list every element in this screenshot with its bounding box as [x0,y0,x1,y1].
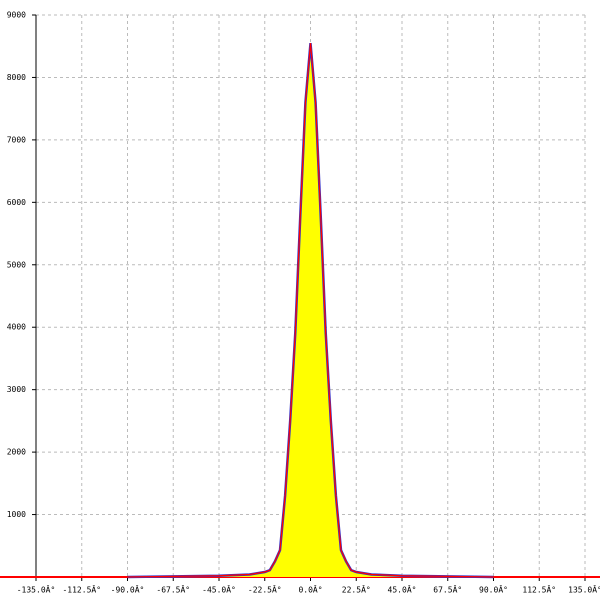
x-tick-label: 67.5Â° [433,584,462,595]
x-tick-label: -90.0Â° [111,584,145,595]
y-tick-label: 4000 [7,323,26,332]
x-tick-label: -67.5Â° [156,584,190,595]
x-tick-label: 0.0Â° [298,584,322,595]
x-tick-label: 45.0Â° [388,584,417,595]
y-tick-label: 2000 [7,448,26,457]
x-tick-label: -22.5Â° [248,584,282,595]
y-tick-label: 9000 [7,11,26,20]
y-tick-label: 1000 [7,510,26,519]
y-tick-label: 6000 [7,198,26,207]
x-tick-label: 112.5Â° [522,584,556,595]
line [127,43,494,578]
x-tick-label: -135.0Â° [17,584,56,595]
y-tick-label: 5000 [7,260,26,269]
x-tick-label: 135.0Â° [568,584,600,595]
y-tick-label: 3000 [7,385,26,394]
y-tick-label: 7000 [7,135,26,144]
x-tick-label: 90.0Â° [479,584,508,595]
x-tick-label: -45.0Â° [202,584,236,595]
y-tick-label: 8000 [7,73,26,82]
x-tick-label: -112.5Â° [62,584,101,595]
area-fill [127,43,494,578]
x-tick-label: 22.5Â° [342,584,371,595]
